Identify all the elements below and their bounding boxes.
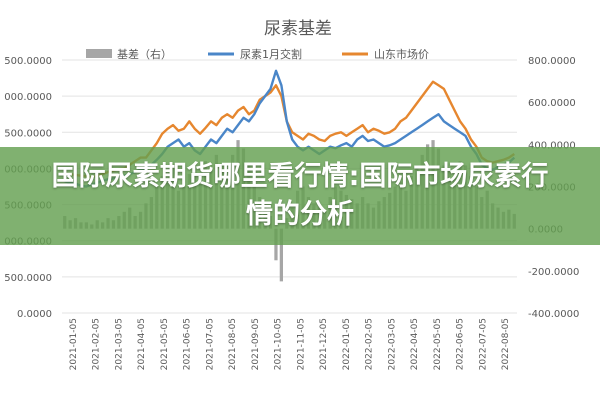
left-tick-label: 500.0000 — [4, 273, 52, 284]
x-tick-label: 2022-03-05 — [387, 318, 397, 370]
right-tick-label: -200.0000 — [528, 267, 579, 278]
legend-swatch-basis — [86, 49, 112, 58]
headline-banner[interactable]: 国际尿素期货哪里看行情:国际市场尿素行情的分析 — [0, 147, 600, 245]
x-tick-label: 2021-09-05 — [251, 318, 261, 370]
x-axis-ticks: 2021-01-05 2021-02-05 2021-03-05 2021-04-05… — [69, 318, 511, 370]
x-tick-label: 2021-08-05 — [228, 318, 238, 370]
x-tick-label: 2022-04-05 — [410, 318, 420, 370]
x-tick-label: 2021-01-05 — [69, 318, 79, 370]
left-tick-label: 500.0000 — [4, 128, 52, 139]
right-tick-label: 600.0000 — [528, 98, 576, 109]
right-tick-label: -400.0000 — [528, 309, 579, 320]
x-tick-label: 2022-07-05 — [478, 318, 488, 370]
x-tick-label: 2021-11-05 — [296, 318, 306, 370]
x-tick-label: 2021-07-05 — [205, 318, 215, 370]
legend-label-basis: 基差（右） — [117, 47, 172, 61]
chart-legend: 基差（右） 尿素1月交割 山东市场价 — [86, 47, 429, 61]
chart-title: 尿素基差 — [264, 19, 332, 39]
right-tick-label: 800.0000 — [528, 56, 576, 67]
legend-label-spot: 山东市场价 — [374, 47, 429, 61]
x-tick-label: 2022-02-05 — [365, 318, 375, 370]
left-tick-label: 500.0000 — [4, 56, 52, 67]
x-tick-label: 2021-04-05 — [137, 318, 147, 370]
x-tick-label: 2022-06-05 — [456, 318, 466, 370]
x-tick-label: 2021-05-05 — [160, 318, 170, 370]
right-tick-label: 400.0000 — [528, 140, 576, 151]
x-tick-label: 2021-02-05 — [92, 318, 102, 370]
x-tick-label: 2021-03-05 — [114, 318, 124, 370]
x-tick-label: 2021-10-05 — [274, 318, 284, 370]
x-tick-label: 2021-06-05 — [183, 318, 193, 370]
x-tick-label: 2022-05-05 — [433, 318, 443, 370]
left-tick-label: 0.0000 — [17, 309, 52, 320]
x-tick-label: 2022-08-05 — [501, 318, 511, 370]
left-tick-label: 000.0000 — [4, 92, 52, 103]
x-tick-label: 2021-12-05 — [319, 318, 329, 370]
legend-label-futures: 尿素1月交割 — [240, 47, 302, 61]
basis-bar — [279, 228, 283, 282]
x-tick-label: 2022-01-05 — [342, 318, 352, 370]
headline-text[interactable]: 国际尿素期货哪里看行情:国际市场尿素行情的分析 — [51, 161, 549, 230]
